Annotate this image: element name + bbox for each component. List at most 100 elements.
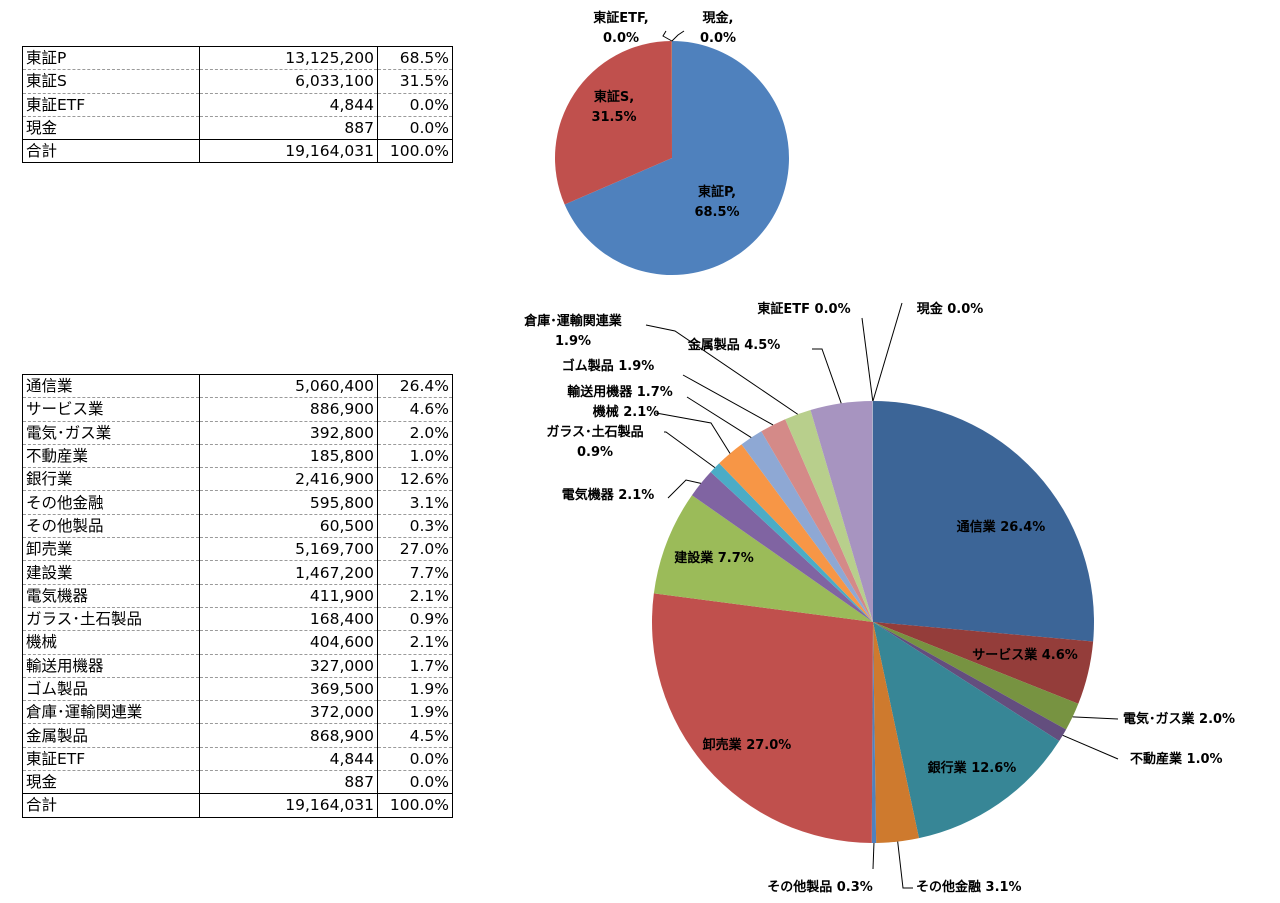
data-label-ガラス-土石製品: ガラス･土石製品 0.9% <box>546 424 643 460</box>
leader-line <box>664 431 716 469</box>
row-name-cell: 合計 <box>22 793 200 818</box>
row-name-cell: その他金融 <box>22 490 200 515</box>
table-row: 機械 404,600 2.1% <box>22 630 453 655</box>
leader-line <box>861 317 874 402</box>
data-label-サービス業: サービス業 4.6% <box>972 647 1078 663</box>
row-value-cell: 404,600 <box>199 630 378 655</box>
table-row: 倉庫･運輸関連業 372,000 1.9% <box>22 700 453 725</box>
pie-slice-銀行業 <box>873 622 1060 839</box>
pie-slice-建設業 <box>653 495 873 622</box>
row-value-cell: 886,900 <box>199 397 378 422</box>
leader-line <box>1062 734 1119 760</box>
leader-line <box>872 842 875 870</box>
data-label-その他金融: その他金融 3.1% <box>916 879 1022 895</box>
data-label-東証S: 東証S, 31.5% <box>591 89 636 125</box>
table-row: 東証S 6,033,100 31.5% <box>22 69 453 94</box>
pie-slice-東証S <box>554 41 672 205</box>
row-value-cell: 595,800 <box>199 490 378 515</box>
row-percent-cell: 4.5% <box>377 723 453 748</box>
pie-slice-倉庫-運輸関連業 <box>785 410 873 622</box>
table-row: 電気機器 411,900 2.1% <box>22 584 453 608</box>
data-label-東証ETF: 東証ETF 0.0% <box>757 301 850 317</box>
row-value-cell: 13,125,200 <box>199 45 378 71</box>
row-value-cell: 868,900 <box>199 723 378 748</box>
pie-slice-通信業 <box>873 401 1095 642</box>
row-percent-cell: 3.1% <box>377 490 453 515</box>
data-label-倉庫-運輸関連業: 倉庫･運輸関連業 1.9% <box>523 313 623 349</box>
data-label-銀行業: 銀行業 12.6% <box>928 760 1017 776</box>
row-name-cell: 東証ETF <box>22 747 200 772</box>
leader-line <box>682 374 774 426</box>
row-percent-cell: 4.6% <box>377 397 453 422</box>
data-label-輸送用機器: 輸送用機器 1.7% <box>567 384 673 400</box>
data-label-ゴム製品: ゴム製品 1.9% <box>562 358 655 374</box>
table-row: 現金 887 0.0% <box>22 770 453 795</box>
row-name-cell: その他製品 <box>22 514 200 539</box>
leader-line <box>897 841 913 889</box>
market-pie-chart: 東証P, 68.5% 東証S, 31.5% 東証ETF, 0.0% 現金, 0.0% <box>554 10 789 275</box>
leader-line <box>667 479 702 499</box>
row-percent-cell: 2.1% <box>377 584 453 608</box>
pie-slice-不動産業 <box>873 622 1067 742</box>
pie-slice-ゴム製品 <box>761 419 873 622</box>
data-label-不動産業: 不動産業 1.0% <box>1130 751 1223 767</box>
row-name-cell: 卸売業 <box>22 537 200 562</box>
table-row: ガラス･土石製品 168,400 0.9% <box>22 607 453 632</box>
row-value-cell: 5,169,700 <box>199 537 378 562</box>
row-percent-cell: 0.9% <box>377 607 453 632</box>
leader-line <box>872 302 903 402</box>
row-name-cell: 電気機器 <box>22 584 200 608</box>
leader-line <box>671 30 685 42</box>
table-row: サービス業 886,900 4.6% <box>22 397 453 422</box>
row-value-cell: 6,033,100 <box>199 69 378 94</box>
data-label-機械: 機械 2.1% <box>593 404 660 420</box>
sector-table-body: 通信業 5,060,400 26.4% サービス業 886,900 4.6% 電気･ガス業 3… <box>22 373 453 818</box>
pie-slice-卸売業 <box>651 593 873 843</box>
row-value-cell: 887 <box>199 770 378 795</box>
pie-slice-輸送用機器 <box>741 431 873 622</box>
market-table-body: 東証P 13,125,200 68.5% 東証S 6,033,100 31.5% 東証ETF… <box>22 45 453 164</box>
pie-slice-電気-ガス業 <box>873 622 1079 730</box>
table-total-row: 合計 19,164,031 100.0% <box>22 139 453 164</box>
table-row: 輸送用機器 327,000 1.7% <box>22 654 453 678</box>
market-breakdown-table: 東証P 13,125,200 68.5% 東証S 6,033,100 31.5% 東証ETF… <box>22 45 453 164</box>
table-row: 現金 887 0.0% <box>22 116 453 141</box>
row-value-cell: 19,164,031 <box>199 793 378 818</box>
row-percent-cell: 7.7% <box>377 560 453 585</box>
pie-slice-ガラス-土石製品 <box>710 463 873 622</box>
pie-slice-その他製品 <box>871 622 877 844</box>
row-name-cell: ガラス･土石製品 <box>22 607 200 632</box>
row-name-cell: 銀行業 <box>22 467 200 492</box>
data-label-東証ETF: 東証ETF, 0.0% <box>593 10 648 46</box>
row-name-cell: 倉庫･運輸関連業 <box>22 700 200 725</box>
row-percent-cell: 2.1% <box>377 630 453 655</box>
table-row: 電気･ガス業 392,800 2.0% <box>22 421 453 445</box>
table-row: 卸売業 5,169,700 27.0% <box>22 537 453 562</box>
row-value-cell: 411,900 <box>199 584 378 608</box>
row-name-cell: 建設業 <box>22 560 200 585</box>
row-value-cell: 168,400 <box>199 607 378 632</box>
data-label-金属製品: 金属製品 4.5% <box>687 337 781 353</box>
leader-line <box>1072 716 1119 720</box>
row-name-cell: 機械 <box>22 630 200 655</box>
pie-slice-金属製品 <box>810 401 873 622</box>
row-percent-cell: 2.0% <box>377 421 453 445</box>
row-value-cell: 60,500 <box>199 514 378 539</box>
sector-breakdown-table: 通信業 5,060,400 26.4% サービス業 886,900 4.6% 電気･ガス業 3… <box>22 373 453 818</box>
row-value-cell: 2,416,900 <box>199 467 378 492</box>
row-percent-cell: 0.0% <box>377 770 453 795</box>
row-name-cell: 電気･ガス業 <box>22 421 200 445</box>
table-row: 東証P 13,125,200 68.5% <box>22 45 453 71</box>
table-row: 建設業 1,467,200 7.7% <box>22 560 453 585</box>
row-percent-cell: 26.4% <box>377 373 453 399</box>
row-name-cell: 金属製品 <box>22 723 200 748</box>
row-percent-cell: 100.0% <box>377 793 453 818</box>
row-value-cell: 392,800 <box>199 421 378 445</box>
data-label-東証P: 東証P, 68.5% <box>694 184 739 220</box>
row-name-cell: 輸送用機器 <box>22 654 200 678</box>
row-value-cell: 185,800 <box>199 444 378 469</box>
data-label-電気-ガス業: 電気･ガス業 2.0% <box>1123 711 1235 727</box>
data-label-建設業: 建設業 7.7% <box>674 550 754 566</box>
pie-slice-サービス業 <box>873 622 1094 704</box>
